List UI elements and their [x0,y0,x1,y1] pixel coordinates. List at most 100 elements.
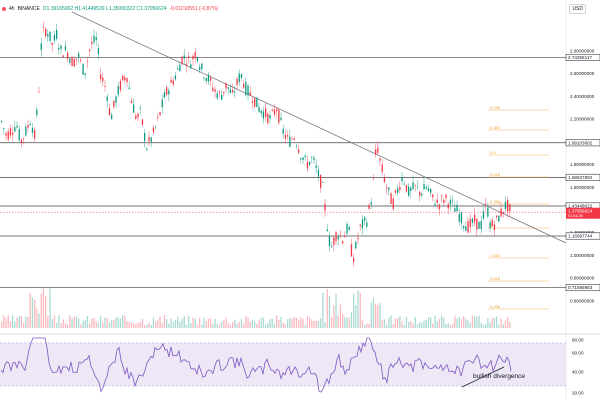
candle-body [42,26,45,28]
volume-bar [159,316,161,328]
volume-bar [9,321,12,328]
candle-body [58,47,60,50]
volume-bar [394,318,397,328]
volume-bar [172,322,174,328]
volume-bar [500,318,502,328]
volume-bar [170,318,172,328]
candle-body [350,244,353,257]
volume-bar [128,321,130,328]
volume-bar [203,317,205,328]
candle-body [416,186,419,188]
volume-bar [273,323,276,328]
volume-bar [350,312,353,328]
candle-body [124,77,126,81]
rsi-line[interactable] [0,337,512,393]
divergence-line[interactable] [461,366,505,388]
candle-body [410,187,412,192]
candle-body [434,204,436,206]
candle-body [207,74,210,82]
fib-level-label: 0.786 [490,199,501,204]
candle-body [427,188,430,191]
candle-body [423,184,425,190]
volume-bar [188,315,190,328]
fib-level-label: 1.618 [490,253,501,258]
volume-bar [507,316,509,328]
currency-selector[interactable]: USD [569,4,586,14]
volume-bar [465,318,467,328]
candle-body [104,86,106,87]
candle-body [280,117,282,120]
volume-bar [412,323,414,328]
candle-body [375,149,377,155]
candle-body [482,211,485,219]
candle-body [152,127,155,133]
candle-body [25,126,27,136]
volume-bar [509,322,511,328]
volume-bar [256,323,258,328]
candle-body [20,139,23,143]
volume-bar [443,317,445,328]
candle-body [383,177,386,183]
volume-bar [207,318,210,328]
candle-body [16,125,18,128]
volume-bar [282,322,284,328]
candle-body [485,203,487,205]
volume-bar [392,324,394,328]
candle-body [31,127,34,133]
volume-bar [221,321,223,328]
candle-body [168,90,170,95]
candle-body [328,236,331,247]
candle-body [95,37,97,40]
candle-body [443,199,445,203]
volume-bar [236,323,238,328]
rsi-band [0,343,566,386]
candle-body [282,128,284,134]
volume-bar [194,319,196,328]
candle-body [194,52,196,59]
candle-body [278,109,280,123]
candle-body [155,126,157,128]
volume-bar [278,319,280,328]
volume-bar [377,305,379,328]
volume-bar [317,320,320,328]
candle-body [170,79,172,83]
volume-bar [201,324,203,328]
price-axis-label: 2.80000000 [570,48,595,53]
descending-trendline[interactable] [71,11,567,244]
volume-bar [12,315,14,328]
candle-body [289,136,291,147]
candle-body [469,218,471,228]
timeframe-label[interactable]: 4h [9,6,15,12]
volume-bar [95,321,97,328]
volume-bar [388,317,390,328]
volume-bar [331,317,333,328]
volume-bar [196,324,199,328]
volume-bar [49,288,51,328]
rsi-axis-label: 20.00 [572,391,584,396]
candle-body [291,138,293,140]
volume-bar [265,324,267,328]
candle-body [403,183,405,185]
candlestick-series[interactable] [1,21,511,267]
candle-body [357,237,359,240]
candle-body [71,57,73,67]
volume-bar [20,316,23,328]
volume-bar [298,320,300,328]
candle-body [60,45,62,49]
candle-body [243,83,245,88]
volume-bar [249,321,251,328]
candle-body [262,111,265,119]
volume-bar [102,322,104,328]
candle-body [185,63,188,66]
candle-body [146,149,148,151]
volume-bar [280,317,282,328]
volume-bar [106,318,108,328]
candle-body [51,42,53,45]
volume-bar [295,317,298,328]
candle-body [218,91,221,93]
candle-body [368,204,370,209]
volume-bar [152,317,155,328]
candle-body [397,188,399,193]
